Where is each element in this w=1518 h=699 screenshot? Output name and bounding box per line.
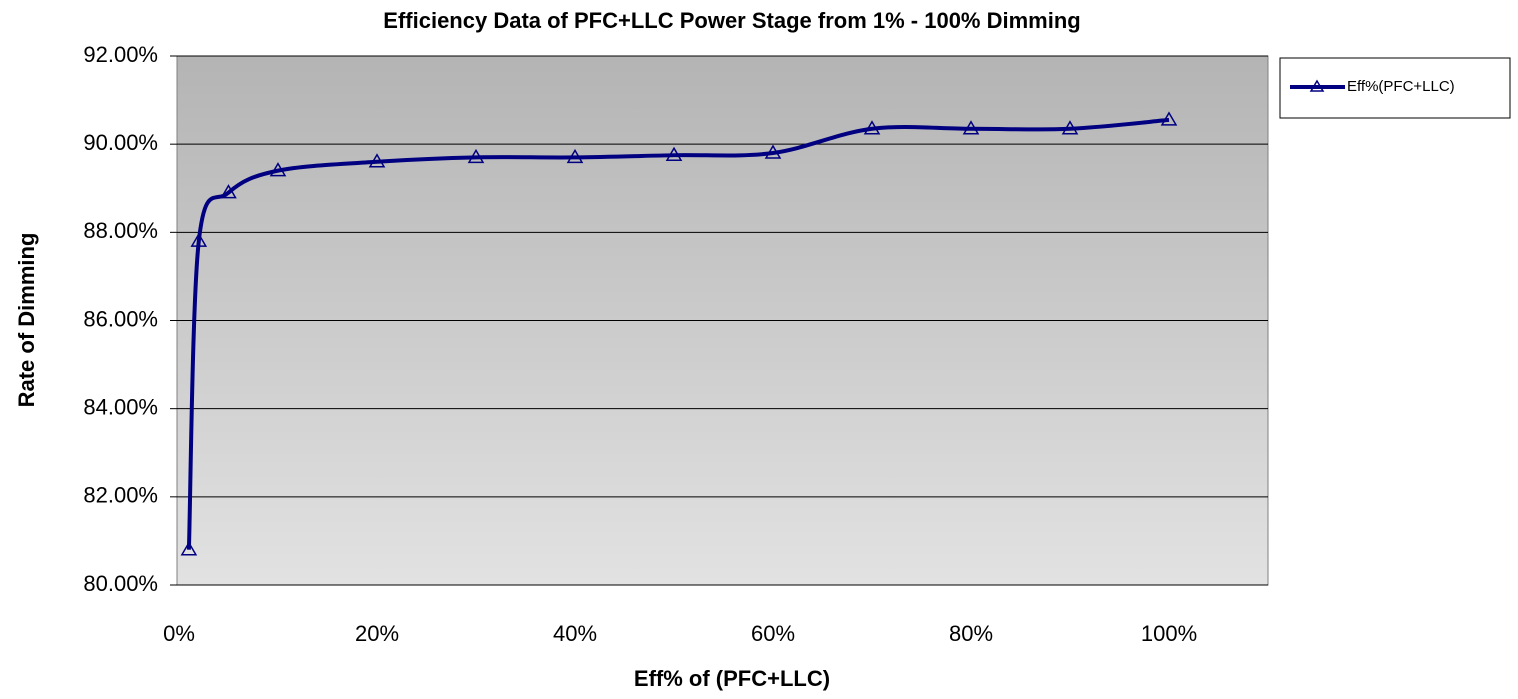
y-tick-label: 92.00% — [83, 42, 158, 67]
x-axis-label: Eff% of (PFC+LLC) — [634, 666, 830, 691]
chart-title: Efficiency Data of PFC+LLC Power Stage f… — [383, 8, 1080, 33]
marker — [764, 144, 782, 159]
legend-label: Eff%(PFC+LLC) — [1347, 78, 1455, 95]
marker — [190, 232, 208, 247]
marker — [962, 120, 980, 135]
x-tick-label: 80% — [949, 621, 993, 646]
marker — [368, 153, 386, 168]
marker — [269, 162, 287, 177]
y-tick-label: 84.00% — [83, 394, 158, 419]
marker — [566, 148, 584, 164]
x-tick-label: 0% — [163, 621, 195, 646]
marker — [863, 120, 881, 135]
y-tick-label: 90.00% — [83, 130, 158, 155]
y-tick-label: 82.00% — [83, 483, 158, 508]
marker — [1160, 111, 1178, 126]
x-tick-label: 40% — [553, 621, 597, 646]
marker — [180, 541, 198, 556]
x-tick-label: 60% — [751, 621, 795, 646]
marker — [467, 148, 485, 164]
y-axis-label: Rate of Dimming — [14, 233, 39, 408]
legend-marker — [1309, 79, 1325, 92]
marker — [220, 184, 237, 199]
y-tick-label: 88.00% — [83, 218, 158, 243]
y-tick-label: 86.00% — [83, 306, 158, 331]
x-tick-label: 20% — [355, 621, 399, 646]
y-tick-label: 80.00% — [83, 571, 158, 596]
marker — [665, 146, 683, 161]
x-tick-label: 100% — [1141, 621, 1197, 646]
marker — [1061, 120, 1079, 135]
